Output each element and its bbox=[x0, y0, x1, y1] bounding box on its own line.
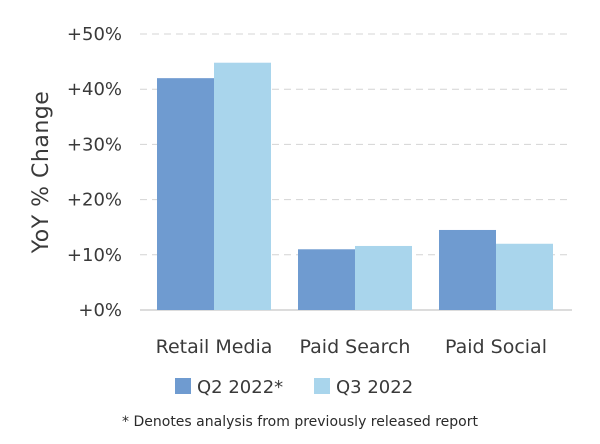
bar-paid-social-series-1 bbox=[439, 229, 496, 310]
y-axis-title: YoY % Change bbox=[29, 91, 54, 255]
y-axis-ticks: +0% +10% +20% +30% +40% +50% bbox=[67, 24, 122, 321]
y-tick-label: +50% bbox=[67, 24, 122, 45]
x-category-label: Paid Social bbox=[445, 336, 547, 358]
bar-retail-media-series-1 bbox=[157, 78, 214, 310]
y-tick-label: +40% bbox=[67, 79, 122, 100]
y-tick-label: +20% bbox=[67, 190, 122, 211]
x-category-label: Retail Media bbox=[156, 336, 273, 358]
bar-paid-search-series-2 bbox=[355, 245, 412, 310]
legend-swatch bbox=[175, 378, 191, 394]
x-category-label: Paid Search bbox=[300, 336, 411, 358]
y-tick-label: +0% bbox=[78, 300, 122, 321]
y-tick-label: +30% bbox=[67, 134, 122, 155]
legend-label: Q3 2022 bbox=[336, 377, 413, 398]
bars bbox=[157, 62, 553, 311]
bar-paid-search-series-1 bbox=[298, 249, 355, 310]
y-tick-label: +10% bbox=[67, 245, 122, 266]
footnote: * Denotes analysis from previously relea… bbox=[122, 414, 478, 430]
bar-retail-media-series-2 bbox=[214, 62, 271, 311]
legend-swatch bbox=[314, 378, 330, 394]
bar-paid-social-series-2 bbox=[496, 243, 553, 310]
legend-label: Q2 2022* bbox=[197, 377, 283, 398]
legend: Q2 2022* Q3 2022 bbox=[175, 377, 413, 398]
x-axis-categories: Retail Media Paid Search Paid Social bbox=[156, 336, 547, 358]
